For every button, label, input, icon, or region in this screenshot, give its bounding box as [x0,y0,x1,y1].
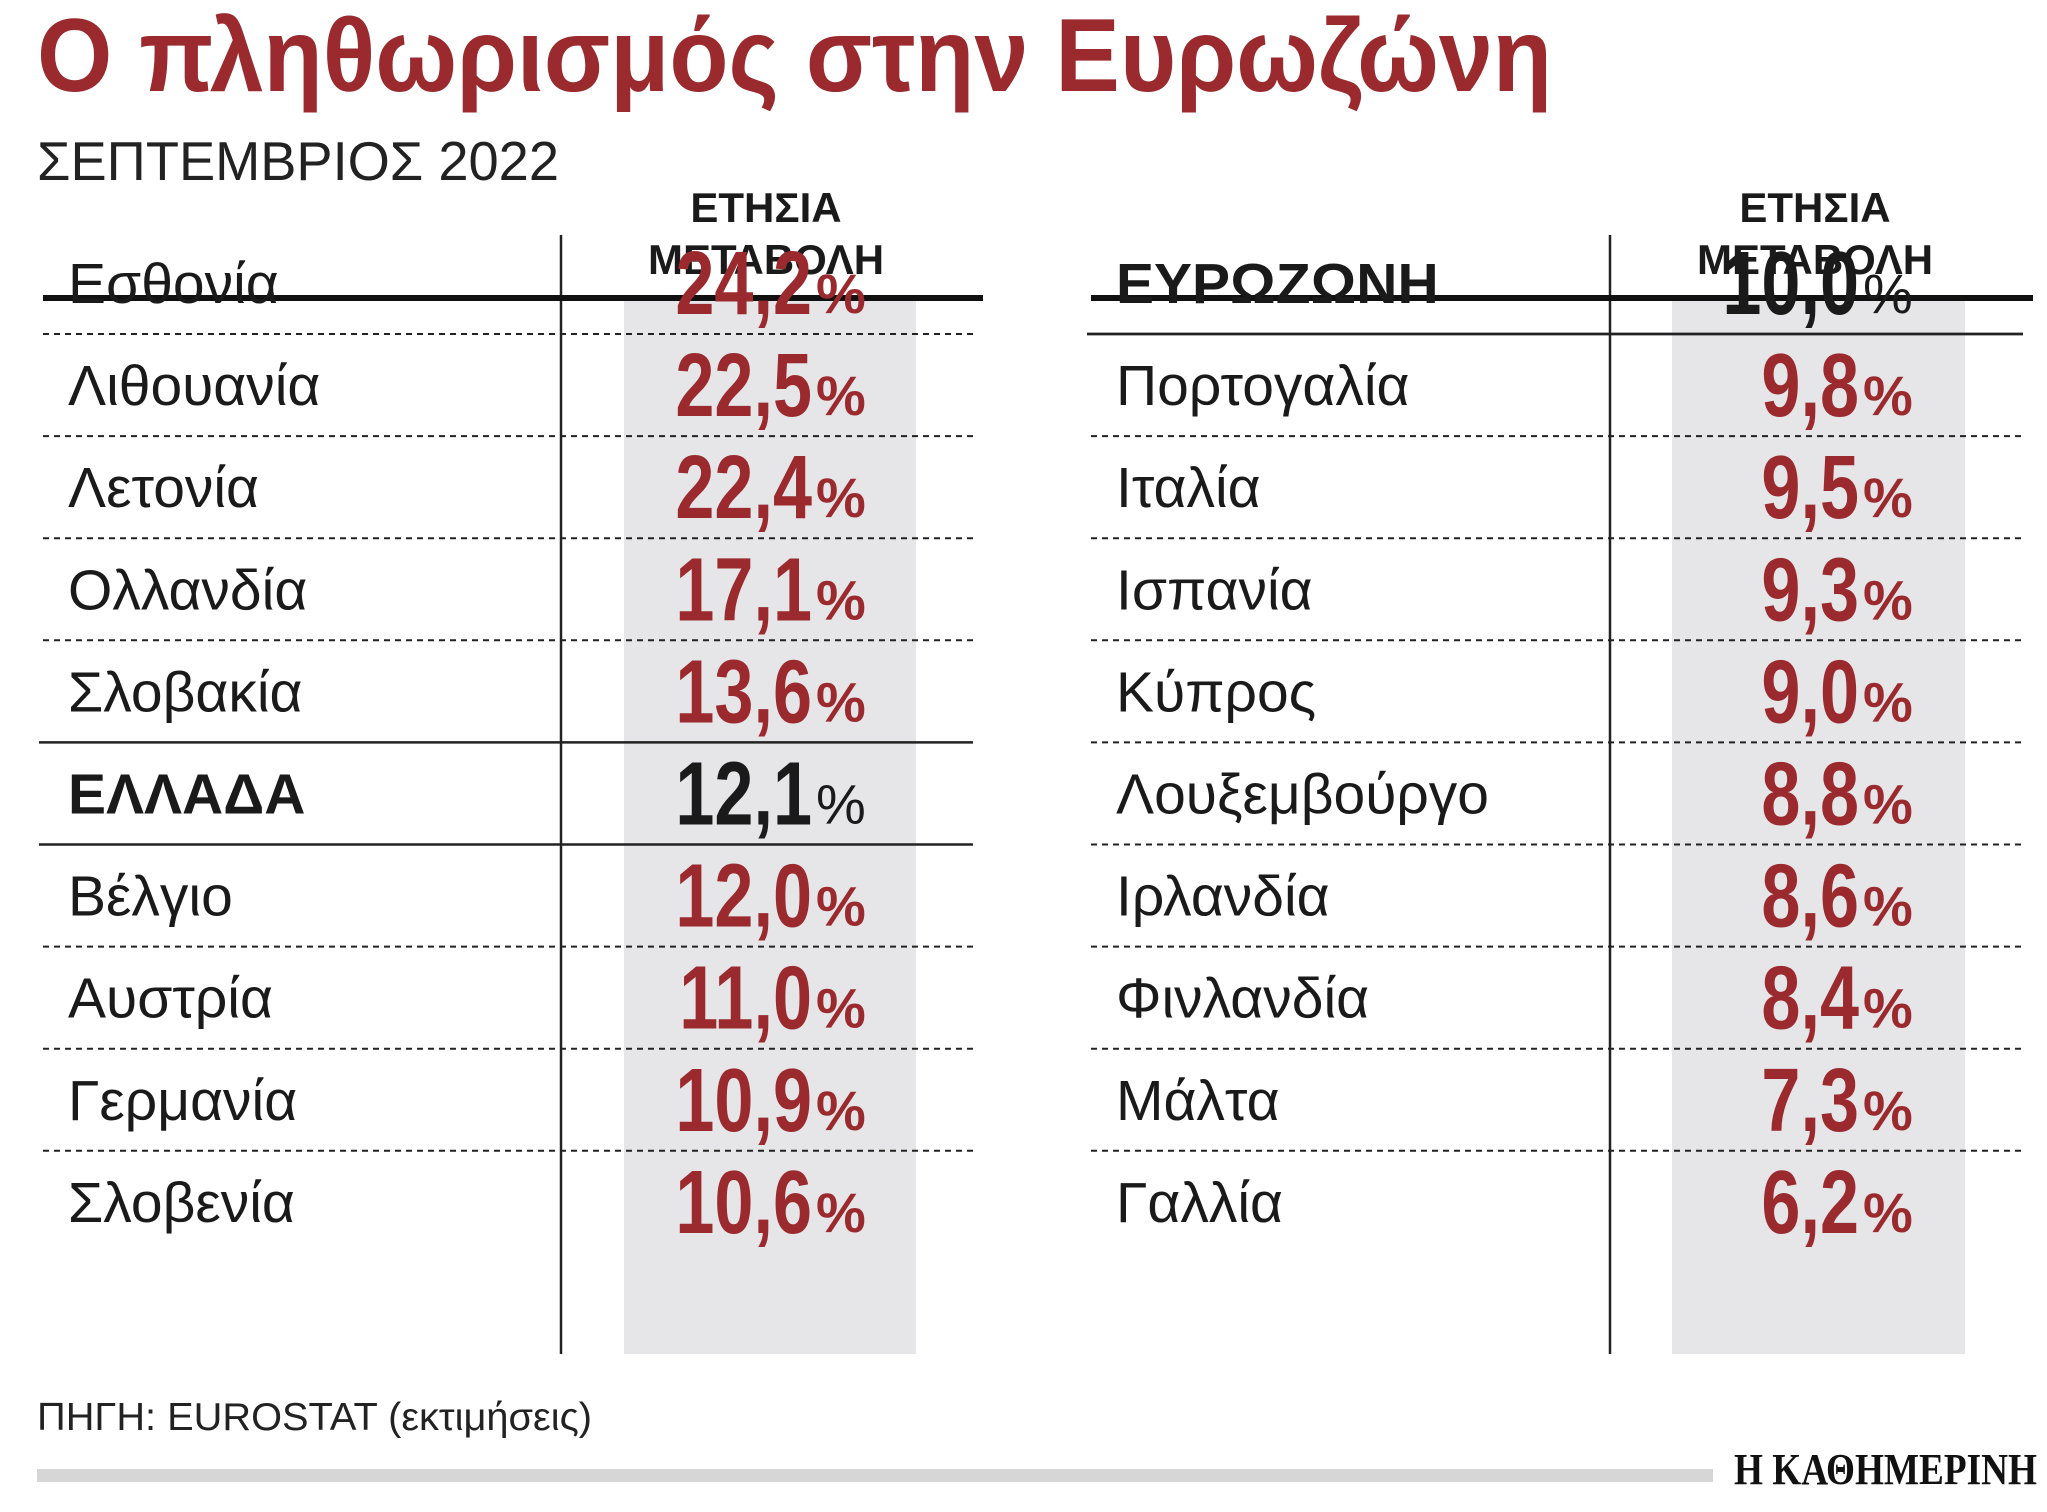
brand: Η ΚΑΘΗΜΕΡΙΝΗ [1734,1445,2037,1494]
row-value: 10,6 [675,1153,812,1253]
row-value: 24,2 [675,234,812,334]
value-group: 11,0 [679,948,812,1048]
row-unit: % [1863,364,1913,427]
row-label: Ιταλία [1116,456,1261,520]
value-group: 7,3 [1761,1050,1859,1150]
value-group: 9,5 [1761,438,1859,538]
row-value: 11,0 [679,948,812,1048]
value-group: 22,5 [675,336,812,436]
row-value: 8,4 [1761,948,1859,1048]
row-label: Ιρλανδία [1116,865,1330,929]
value-group: 8,8 [1761,744,1859,844]
row-label-bold: ΕΥΡΩΖΩΝΗ [1116,252,1439,316]
row-value: 13,6 [675,642,812,742]
value-group: 10,9 [675,1050,812,1150]
row-unit: % [1863,977,1913,1040]
row-value: 8,6 [1761,846,1859,946]
row-unit: % [816,1181,866,1244]
row-label: Ισπανία [1116,558,1313,622]
row-label: Εσθονία [68,252,279,316]
value-group: 9,8 [1761,336,1859,436]
row-unit: % [1863,772,1913,835]
row-unit: % [816,875,866,938]
row-label: Σλοβενία [68,1171,295,1235]
row-unit: % [1863,568,1913,631]
value-column-background [624,300,916,1354]
value-group: 9,3 [1761,540,1859,640]
column-header: ΜΕΤΑΒΟΛΗ [1697,236,1933,283]
column-header: ΕΤΗΣΙΑ [1739,184,1890,231]
row-unit: % [1863,1181,1913,1244]
row-label-bold: ΕΛΛΑΔΑ [68,762,305,826]
row-label: Σλοβακία [68,660,302,724]
subtitle: ΣΕΠΤΕΜΒΡΙΟΣ 2022 [37,130,559,192]
source: ΠΗΓΗ: EUROSTAT (εκτιμήσεις) [37,1396,592,1439]
value-column-background [1672,300,1965,1354]
row-value: 9,0 [1761,642,1859,742]
title: Ο πληθωρισμός στην Ευρωζώνη [37,0,1552,114]
value-group: 22,4 [675,438,812,538]
row-unit: % [1863,875,1913,938]
row-value: 9,3 [1761,540,1859,640]
row-unit: % [816,670,866,733]
row-label: Γερμανία [68,1069,297,1133]
value-group: 17,1 [675,540,812,640]
value-group: 12,1 [675,744,812,844]
row-value: 10,0 [1722,234,1859,334]
value-group: 8,6 [1761,846,1859,946]
row-unit: % [1863,1079,1913,1142]
row-value: 22,5 [675,336,812,436]
row-label: Γαλλία [1116,1171,1283,1235]
row-label: Λιθουανία [68,354,320,418]
row-label: Αυστρία [68,967,273,1031]
row-value: 22,4 [675,438,812,538]
row-value: 17,1 [675,540,812,640]
row-unit: % [1863,466,1913,529]
value-group: 10,0 [1722,234,1859,334]
row-label: Ολλανδία [68,558,307,622]
value-group: 9,0 [1761,642,1859,742]
row-value: 8,8 [1761,744,1859,844]
row-value: 7,3 [1761,1050,1859,1150]
row-label: Πορτογαλία [1116,354,1409,418]
row-unit: % [1863,262,1913,325]
column-header: ΕΤΗΣΙΑ [690,184,841,231]
value-group: 8,4 [1761,948,1859,1048]
row-label: Φινλανδία [1116,967,1369,1031]
row-value: 12,0 [675,846,812,946]
row-label: Κύπρος [1116,660,1316,724]
footer-bar [37,1469,1713,1482]
value-group: 10,6 [675,1153,812,1253]
row-unit: % [816,772,866,835]
row-label: Λουξεμβούργο [1116,762,1489,826]
row-value: 9,8 [1761,336,1859,436]
row-value: 9,5 [1761,438,1859,538]
row-label: Λετονία [68,456,259,520]
column-header: ΜΕΤΑΒΟΛΗ [648,236,884,283]
row-unit: % [1863,670,1913,733]
value-group: 6,2 [1761,1153,1859,1253]
value-group: 12,0 [675,846,812,946]
value-group: 24,2 [675,234,812,334]
row-unit: % [816,262,866,325]
row-unit: % [816,568,866,631]
row-value: 10,9 [675,1050,812,1150]
value-group: 13,6 [675,642,812,742]
row-unit: % [816,364,866,427]
row-unit: % [816,466,866,529]
row-unit: % [816,977,866,1040]
row-value: 6,2 [1761,1153,1859,1253]
row-value: 12,1 [675,744,812,844]
row-unit: % [816,1079,866,1142]
row-label: Μάλτα [1116,1069,1280,1133]
row-label: Βέλγιο [68,865,233,929]
